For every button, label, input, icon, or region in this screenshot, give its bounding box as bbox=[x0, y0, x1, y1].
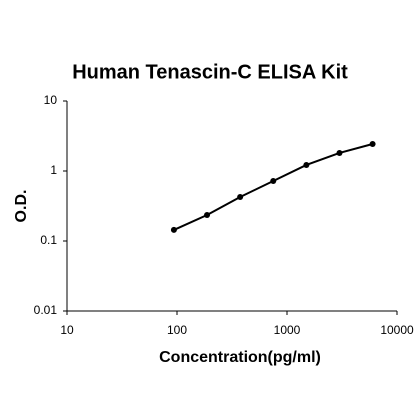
x-tick-label: 1000 bbox=[274, 323, 301, 337]
data-point bbox=[204, 212, 211, 219]
y-tick-label: 10 bbox=[44, 93, 58, 107]
x-tick-label: 10 bbox=[60, 323, 74, 337]
x-tick-label: 100 bbox=[167, 323, 187, 337]
x-axis-label: Concentration(pg/ml) bbox=[159, 349, 321, 366]
y-tick-label: 0.01 bbox=[34, 303, 58, 317]
data-point bbox=[369, 141, 376, 148]
data-point bbox=[270, 177, 277, 184]
chart-title: Human Tenascin-C ELISA Kit bbox=[72, 61, 348, 83]
data-point bbox=[237, 194, 244, 201]
y-tick-label: 0.1 bbox=[40, 233, 57, 247]
series-line bbox=[173, 143, 373, 231]
data-point bbox=[336, 149, 343, 156]
data-point bbox=[170, 226, 177, 233]
y-tick-label: 1 bbox=[50, 163, 57, 177]
x-tick-label: 10000 bbox=[380, 323, 414, 337]
data-point bbox=[303, 161, 310, 168]
y-axis-label: O.D. bbox=[13, 190, 30, 223]
